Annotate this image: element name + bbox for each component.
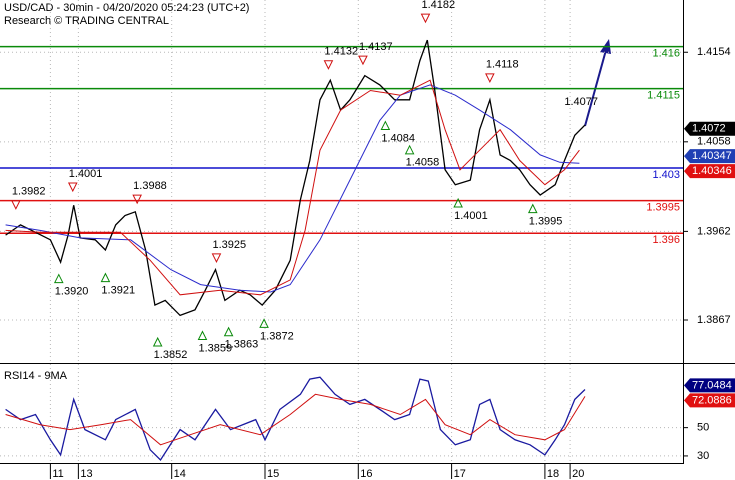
pivot-label: 1.3988	[133, 180, 167, 192]
series-line	[5, 393, 586, 446]
x-tick-label: 14	[174, 468, 186, 480]
y-tick-label: 1.4058	[697, 136, 731, 148]
y-tick-label: 1.3962	[697, 225, 731, 237]
pivot-low-marker	[453, 197, 463, 208]
y-tick-label: 1.4154	[697, 46, 731, 58]
x-tick-label: 11	[52, 468, 63, 480]
pivot-low-marker	[53, 273, 64, 284]
chart-subtitle: Research © TRADING CENTRAL	[4, 15, 169, 27]
pivot-label: 1.3863	[225, 339, 259, 351]
price-box-label: 72.0886	[692, 394, 732, 406]
pivot-high-marker	[358, 55, 368, 66]
price-box	[684, 393, 735, 408]
pivot-high-marker	[11, 200, 21, 210]
pivot-low-marker	[404, 144, 415, 155]
pivot-label: 1.3925	[212, 239, 246, 251]
x-tick-label: 20	[572, 468, 584, 480]
pivot-low-marker	[259, 318, 269, 328]
pivot-high-marker	[67, 182, 78, 193]
chart-title: USD/CAD - 30min - 04/20/2020 05:24:23 (U…	[4, 2, 249, 14]
pivot-label: 1.4001	[454, 210, 488, 222]
level-label: 1.3995	[646, 201, 680, 213]
series-line	[5, 79, 580, 296]
y-tick-label: 50	[697, 422, 709, 434]
pivot-label: 1.3859	[198, 342, 232, 354]
pivot-label: 1.4132	[324, 46, 358, 58]
level-label: 1.4115	[647, 90, 680, 102]
price-box-label: 1.40347	[692, 150, 732, 162]
pivot-label: 1.3852	[154, 349, 188, 361]
pivot-low-marker	[152, 336, 163, 347]
y-tick-label: 30	[697, 450, 709, 462]
pivot-low-marker	[527, 203, 538, 214]
pivot-low-marker	[100, 272, 111, 283]
pivot-high-marker	[211, 253, 222, 264]
price-box	[684, 164, 735, 179]
pivot-high-marker	[420, 13, 431, 24]
pivot-label: 1.4058	[406, 157, 440, 169]
pivot-high-marker	[323, 60, 334, 70]
pivot-label: 1.4118	[486, 59, 519, 71]
pivot-label: 1.3921	[101, 285, 135, 297]
pivot-label: 1.3872	[260, 330, 294, 342]
pivot-high-marker	[485, 73, 495, 83]
series-line	[5, 84, 580, 293]
pivot-low-marker	[223, 326, 234, 337]
y-tick-label: 1.3867	[697, 314, 731, 326]
pivot-label: 1.4001	[69, 168, 103, 180]
price-box-label: 77.0484	[692, 379, 732, 391]
level-label: 1.403	[652, 169, 680, 181]
pivot-low-marker	[197, 330, 208, 340]
level-label: 1.416	[652, 48, 680, 60]
pivot-label: 1.3995	[529, 215, 563, 227]
price-annotation: 1.4077	[564, 96, 598, 108]
series-line	[5, 376, 586, 462]
series-line	[5, 39, 586, 317]
x-tick-label: 13	[80, 468, 92, 480]
pivot-label: 1.4137	[359, 41, 393, 53]
price-box-label: 1.40346	[692, 165, 732, 177]
pivot-label: 1.3982	[12, 186, 46, 198]
price-box	[684, 121, 735, 136]
pivot-label: 1.4182	[421, 0, 455, 11]
x-tick-label: 15	[267, 468, 279, 480]
price-box	[684, 378, 735, 393]
pivot-label: 1.3920	[55, 285, 89, 297]
pivot-low-marker	[380, 120, 391, 131]
pivot-label: 1.4084	[381, 132, 415, 144]
pivot-high-marker	[132, 194, 142, 205]
price-box-label: 1.4072	[692, 123, 726, 135]
level-label: 1.396	[652, 234, 680, 246]
rsi-title: RSI14 - 9MA	[4, 370, 68, 382]
x-tick-label: 18	[547, 468, 559, 480]
x-tick-label: 17	[454, 468, 466, 480]
price-box	[684, 149, 735, 164]
x-tick-label: 16	[360, 468, 372, 480]
